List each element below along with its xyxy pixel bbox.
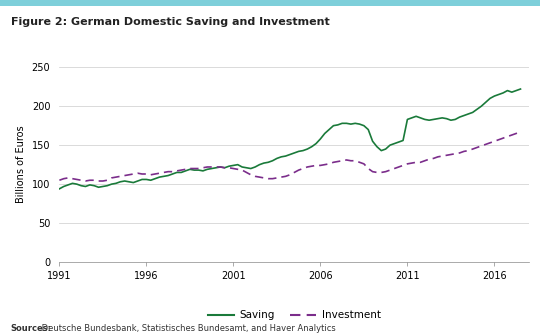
Text: Deutsche Bundesbank, Statistisches Bundesamt, and Haver Analytics: Deutsche Bundesbank, Statistisches Bunde… (39, 324, 336, 333)
Text: Sources:: Sources: (11, 324, 52, 333)
Text: Figure 2: German Domestic Saving and Investment: Figure 2: German Domestic Saving and Inv… (11, 17, 329, 27)
Y-axis label: Billions of Euros: Billions of Euros (16, 126, 26, 204)
Legend: Saving, Investment: Saving, Investment (204, 306, 384, 325)
